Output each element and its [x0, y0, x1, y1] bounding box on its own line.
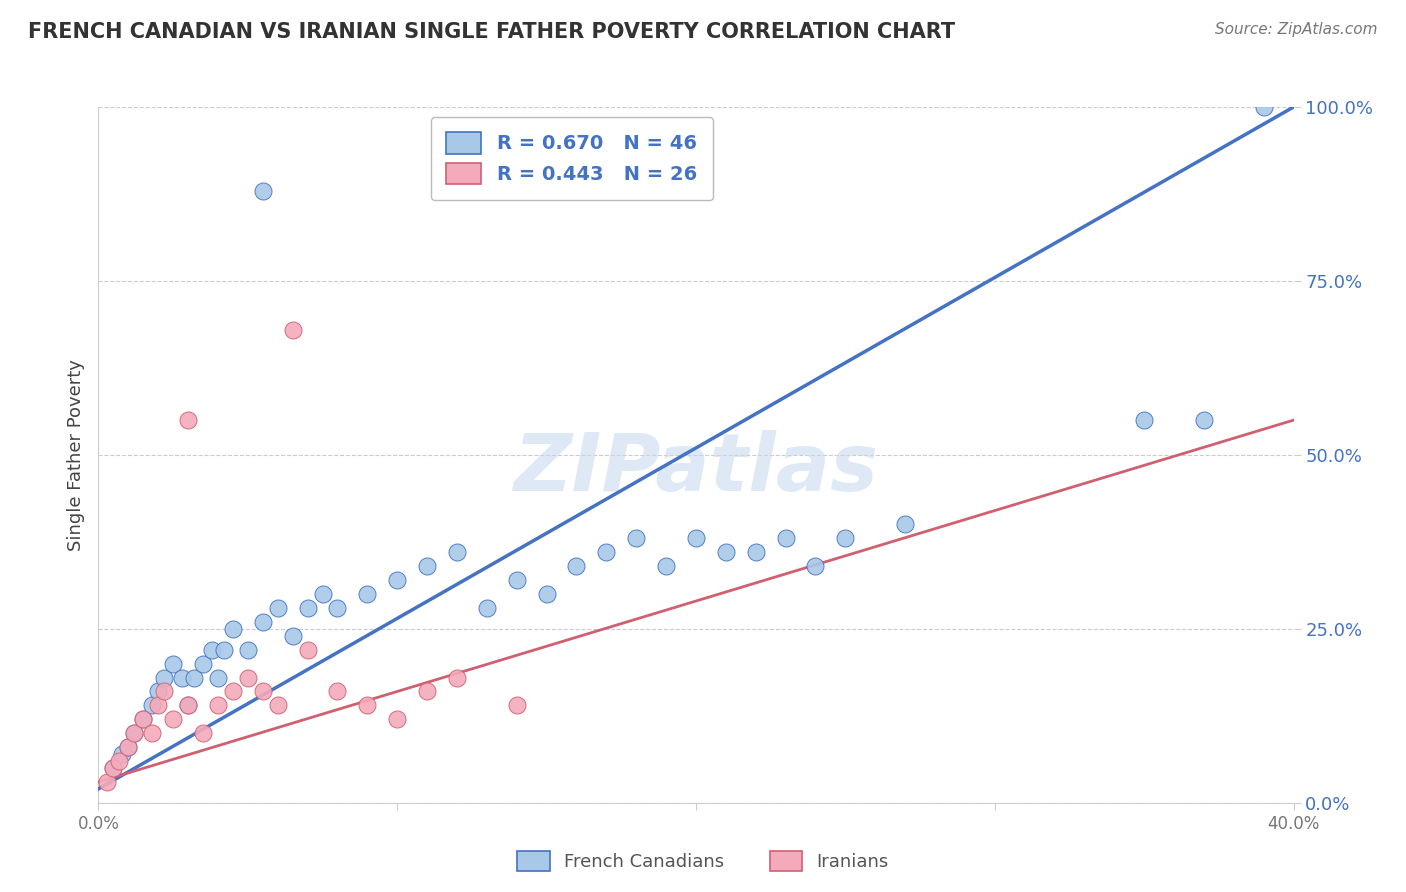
- Point: [162, 712, 184, 726]
- Point: [267, 601, 290, 615]
- Point: [96, 775, 118, 789]
- Point: [745, 545, 768, 559]
- Point: [385, 712, 409, 726]
- Point: [252, 615, 274, 629]
- Point: [416, 684, 439, 698]
- Point: [207, 698, 229, 713]
- Point: [624, 532, 647, 546]
- Point: [297, 642, 319, 657]
- Point: [141, 726, 163, 740]
- Text: ZIPatlas: ZIPatlas: [513, 430, 879, 508]
- Point: [804, 559, 827, 574]
- Point: [326, 601, 349, 615]
- Point: [162, 657, 184, 671]
- Point: [595, 545, 617, 559]
- Point: [201, 642, 224, 657]
- Point: [236, 671, 259, 685]
- Point: [108, 754, 131, 768]
- Point: [311, 587, 333, 601]
- Point: [1133, 413, 1156, 427]
- Point: [124, 726, 146, 740]
- Point: [177, 698, 200, 713]
- Point: [894, 517, 917, 532]
- Legend: R = 0.670   N = 46, R = 0.443   N = 26: R = 0.670 N = 46, R = 0.443 N = 26: [430, 117, 713, 200]
- Point: [177, 698, 200, 713]
- Text: FRENCH CANADIAN VS IRANIAN SINGLE FATHER POVERTY CORRELATION CHART: FRENCH CANADIAN VS IRANIAN SINGLE FATHER…: [28, 22, 955, 42]
- Point: [506, 698, 529, 713]
- Point: [111, 747, 134, 761]
- Point: [1253, 100, 1275, 114]
- Point: [356, 698, 378, 713]
- Point: [655, 559, 678, 574]
- Point: [103, 761, 125, 775]
- Point: [153, 671, 176, 685]
- Point: [236, 642, 259, 657]
- Y-axis label: Single Father Poverty: Single Father Poverty: [66, 359, 84, 551]
- Point: [416, 559, 439, 574]
- Point: [356, 587, 378, 601]
- Point: [132, 712, 155, 726]
- Point: [222, 684, 245, 698]
- Point: [191, 657, 214, 671]
- Point: [446, 671, 468, 685]
- Point: [124, 726, 146, 740]
- Point: [141, 698, 163, 713]
- Legend: French Canadians, Iranians: French Canadians, Iranians: [510, 844, 896, 879]
- Point: [172, 671, 194, 685]
- Point: [177, 413, 200, 427]
- Point: [148, 684, 170, 698]
- Point: [117, 740, 139, 755]
- Point: [565, 559, 588, 574]
- Point: [281, 323, 304, 337]
- Point: [132, 712, 155, 726]
- Point: [385, 573, 409, 587]
- Point: [267, 698, 290, 713]
- Point: [1192, 413, 1215, 427]
- Point: [536, 587, 558, 601]
- Point: [446, 545, 468, 559]
- Point: [117, 740, 139, 755]
- Point: [475, 601, 498, 615]
- Point: [191, 726, 214, 740]
- Point: [714, 545, 737, 559]
- Point: [252, 184, 274, 198]
- Point: [103, 761, 125, 775]
- Point: [207, 671, 229, 685]
- Point: [148, 698, 170, 713]
- Point: [281, 629, 304, 643]
- Text: Source: ZipAtlas.com: Source: ZipAtlas.com: [1215, 22, 1378, 37]
- Point: [153, 684, 176, 698]
- Point: [506, 573, 529, 587]
- Point: [252, 684, 274, 698]
- Point: [297, 601, 319, 615]
- Point: [834, 532, 856, 546]
- Point: [222, 622, 245, 636]
- Point: [685, 532, 707, 546]
- Point: [326, 684, 349, 698]
- Point: [775, 532, 797, 546]
- Point: [212, 642, 235, 657]
- Point: [183, 671, 205, 685]
